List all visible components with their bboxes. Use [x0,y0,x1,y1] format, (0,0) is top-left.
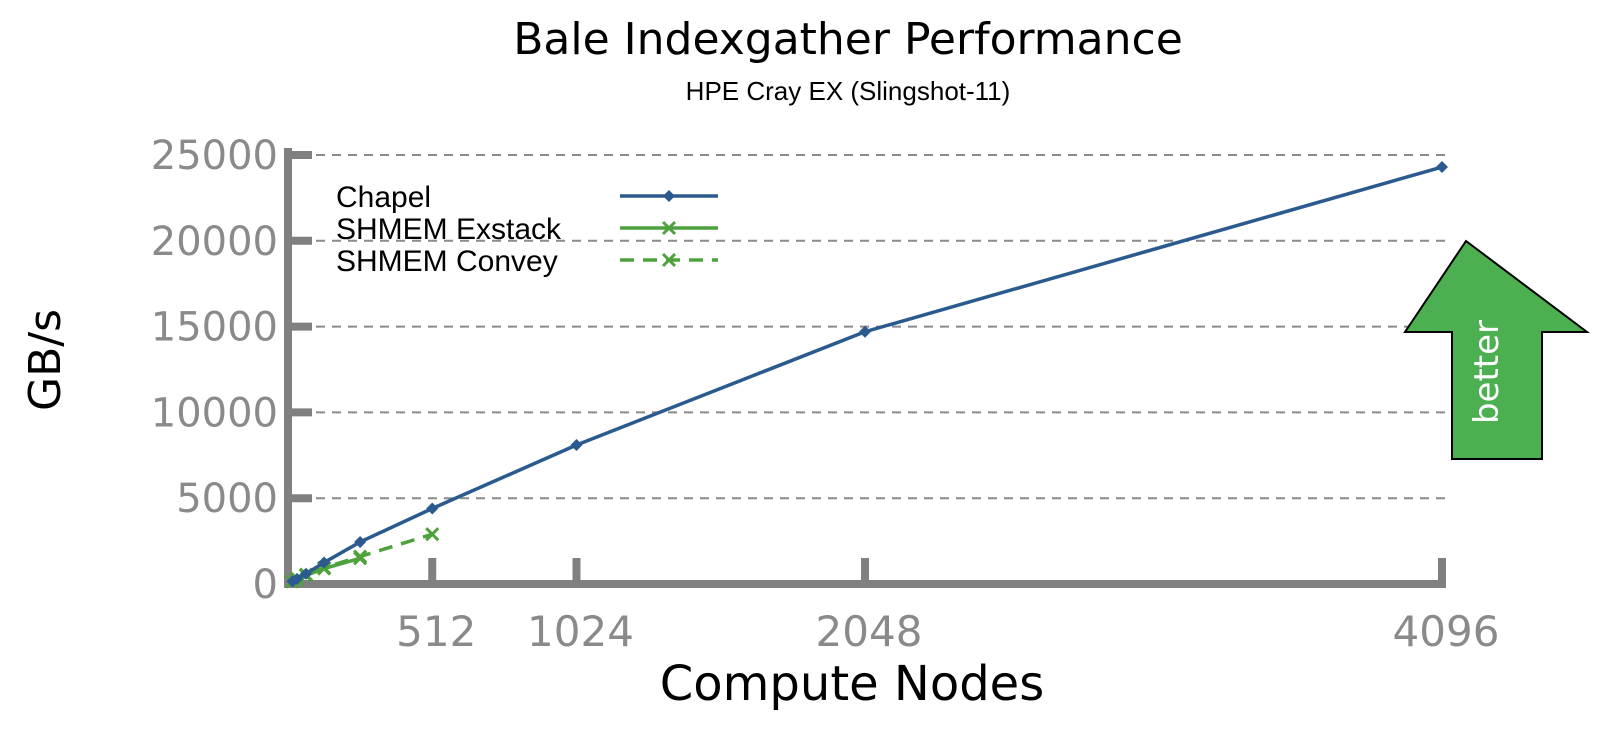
chart-title: Bale Indexgather Performance [513,14,1183,65]
x-axis-label: Compute Nodes [660,656,1044,712]
legend-swatch-marker-2-stroke-b [661,252,677,268]
better-label: better [1467,320,1507,424]
x-tick-label-1: 1024 [527,607,634,656]
grid-lines [300,154,1452,500]
x-axis-ticks: 512 1024 2048 4096 [396,558,1499,656]
y-tick-label-5: 25000 [151,133,278,179]
y-axis-ticks: 0 5000 10000 15000 20000 25000 [151,133,312,608]
legend-swatch-marker-0 [663,190,675,202]
series-1-point-3-stroke-b [317,561,332,576]
series-0-point-8 [1436,161,1448,174]
legend-swatch-marker-1 [661,220,677,236]
series-0 [286,161,1448,588]
y-tick-label-4: 20000 [151,219,278,265]
series-1-point-4-stroke-b [353,551,368,566]
x-tick-label-0: 512 [396,607,476,656]
x-tick-label-2: 2048 [816,607,923,656]
better-arrow-annotation: better [1403,239,1590,460]
legend-swatch-marker-1-stroke-b [661,220,677,236]
legend-label-1: SHMEM Exstack [336,213,562,246]
y-tick-label-0: 0 [253,562,278,608]
y-tick-label-1: 5000 [176,476,278,522]
x-tick-label-3: 4096 [1393,607,1500,656]
series-0-point-3 [318,556,331,569]
series-0-point-6 [570,439,583,452]
legend-label-2: SHMEM Convey [336,245,558,278]
series-0-point-7 [859,325,871,338]
y-axis-label: GB/s [20,309,71,411]
series-2-point-5 [425,527,440,542]
legend-label-0: Chapel [336,181,431,214]
series-0-point-5 [426,502,439,515]
up-arrow-icon [1403,239,1590,460]
y-tick-label-3: 15000 [151,305,278,351]
legend-swatch-marker-2 [661,252,677,268]
series-0-point-4 [354,535,367,548]
series-2-point-5-stroke-b [425,527,440,542]
y-tick-label-2: 10000 [151,390,278,436]
series-0-point-2 [300,567,313,580]
series-1-point-4 [353,551,368,566]
series-group [285,161,1448,589]
series-0-point-1 [291,572,304,585]
chart-subtitle: HPE Cray EX (Slingshot-11) [686,76,1011,106]
